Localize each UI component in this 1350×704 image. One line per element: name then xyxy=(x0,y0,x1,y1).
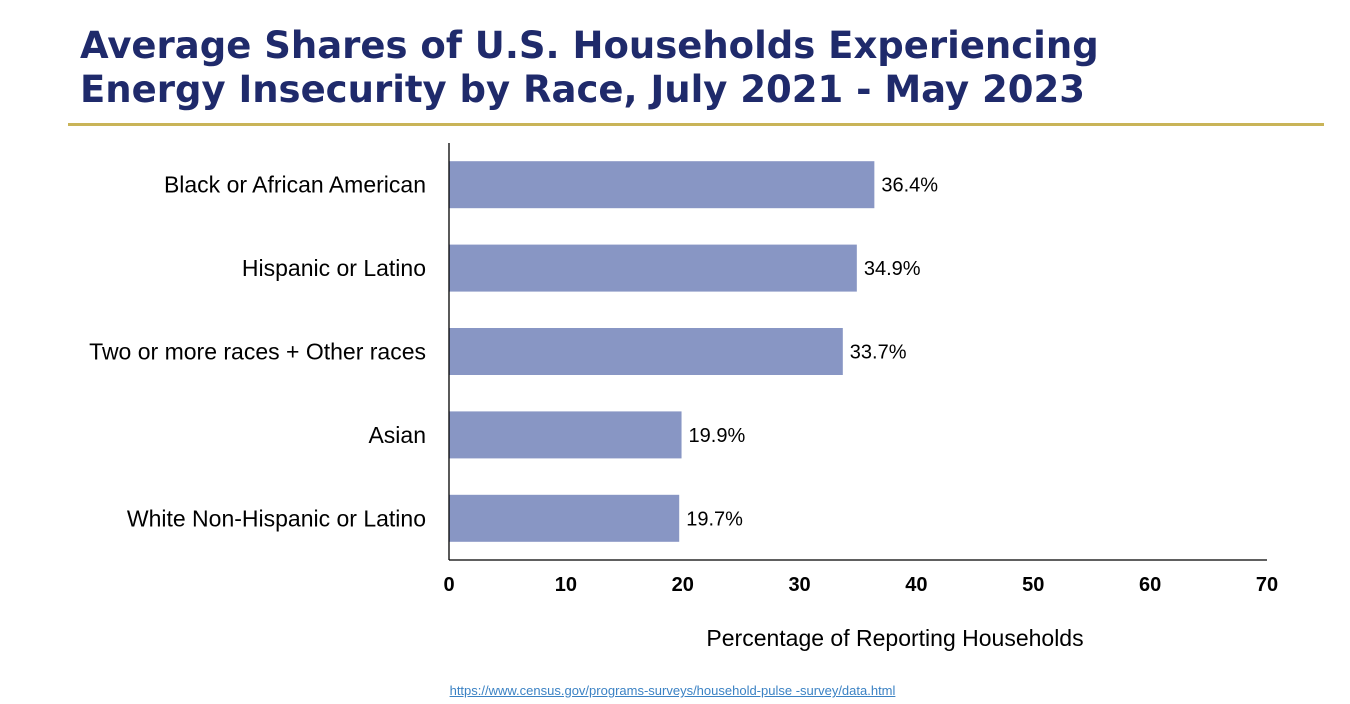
x-axis-title: Percentage of Reporting Households xyxy=(706,625,1083,651)
bar-2 xyxy=(449,244,857,292)
data-label: 34.9% xyxy=(864,258,921,280)
source-link[interactable]: https://www.census.gov/programs-surveys/… xyxy=(449,683,896,698)
x-tick-label: 70 xyxy=(1256,574,1278,596)
bar-3 xyxy=(449,328,843,375)
bar-5 xyxy=(449,494,680,542)
bar-1 xyxy=(449,161,875,209)
category-label: Hispanic or Latino xyxy=(242,255,426,281)
x-tick-label: 40 xyxy=(905,574,927,596)
chart-title-line-2: Energy Insecurity by Race, July 2021 - M… xyxy=(80,68,1085,111)
x-tick-label: 50 xyxy=(1022,574,1044,596)
bar-4 xyxy=(449,411,682,459)
x-tick-label: 20 xyxy=(672,574,694,596)
category-label: Asian xyxy=(368,422,426,448)
data-label: 19.9% xyxy=(689,425,746,447)
category-label: Black or African American xyxy=(164,172,426,198)
data-label: 33.7% xyxy=(850,342,907,364)
chart-title: Average Shares of U.S. Households Experi… xyxy=(80,24,1280,112)
category-label: White Non-Hispanic or Latino xyxy=(127,505,426,531)
data-label: 19.7% xyxy=(686,508,743,530)
category-label: Two or more races + Other races xyxy=(89,339,426,365)
title-divider xyxy=(68,123,1324,126)
data-label: 36.4% xyxy=(881,175,938,197)
x-tick-label: 0 xyxy=(443,574,454,596)
chart-title-line-1: Average Shares of U.S. Households Experi… xyxy=(80,24,1099,67)
x-tick-label: 60 xyxy=(1139,574,1161,596)
bar-chart: Black or African American 36.4% Hispanic o… xyxy=(89,143,1278,651)
x-tick-label: 10 xyxy=(555,574,577,596)
x-tick-label: 30 xyxy=(788,574,810,596)
